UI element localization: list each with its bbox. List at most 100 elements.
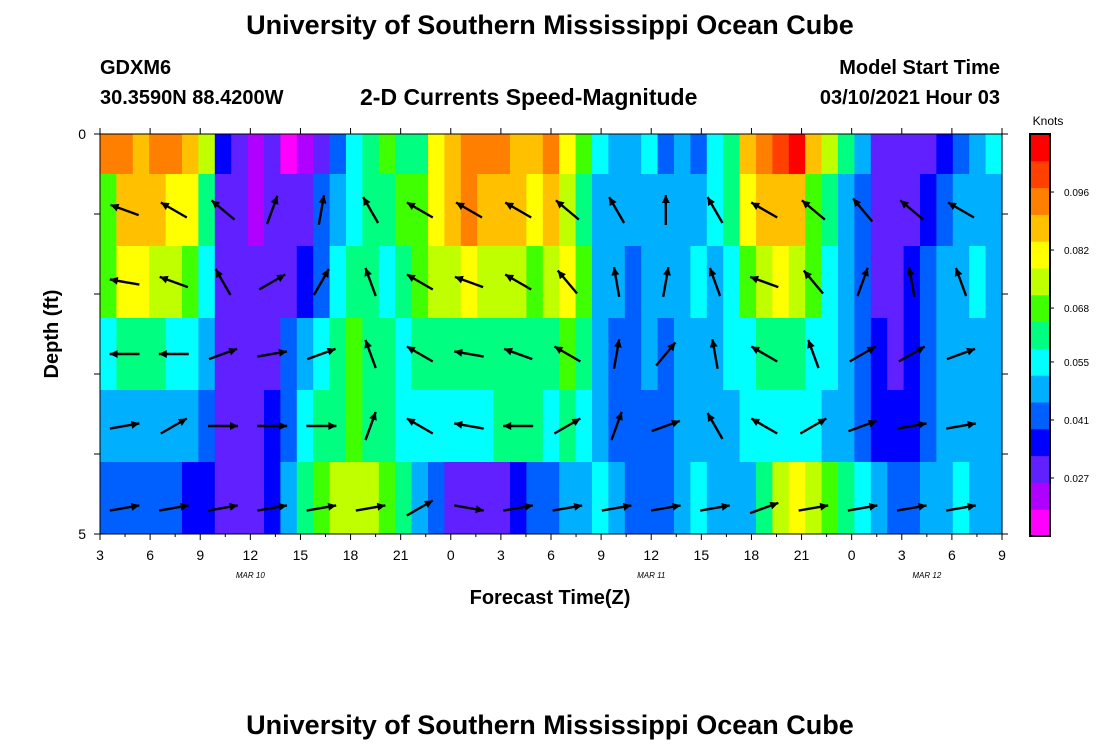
vector-head: [967, 420, 976, 429]
current-vector: [802, 269, 824, 295]
heatmap-cell: [805, 462, 823, 534]
heatmap-cell: [788, 174, 806, 246]
heatmap-cell: [690, 134, 708, 174]
heatmap-cell: [296, 318, 314, 390]
vector-head: [270, 195, 279, 205]
vector-head: [364, 339, 372, 349]
current-vector: [954, 267, 968, 297]
heatmap-cell: [493, 462, 511, 534]
heatmap-cell: [493, 134, 511, 174]
heatmap-cell: [624, 134, 642, 174]
heatmap-cell: [690, 246, 708, 318]
heatmap-cell: [100, 246, 117, 318]
heatmap-cell: [280, 246, 298, 318]
heatmap-cell: [264, 462, 281, 534]
heatmap-cell: [723, 174, 741, 246]
heatmap-cell: [854, 134, 872, 174]
vector-head: [454, 275, 464, 284]
current-vector: [801, 199, 826, 221]
vector-head: [364, 267, 372, 277]
colorbar-segment: [1030, 509, 1050, 537]
heatmap-cell: [723, 462, 741, 534]
heatmap-cell: [788, 134, 806, 174]
current-vector: [364, 267, 377, 297]
vector-head: [709, 339, 718, 348]
vector-head: [807, 339, 815, 349]
heatmap-cell: [132, 318, 150, 390]
current-vector: [608, 196, 626, 224]
heatmap-cell: [280, 462, 298, 534]
current-vector: [454, 420, 484, 430]
heatmap-cell: [788, 462, 806, 534]
heatmap-cell: [444, 462, 462, 534]
vector-head: [454, 348, 463, 357]
heatmap-cell: [346, 462, 363, 534]
heatmap-cell: [838, 318, 855, 390]
heatmap-cell: [920, 174, 937, 246]
vector-head: [278, 502, 287, 511]
heatmap-cell: [542, 134, 560, 174]
vector-head: [326, 347, 336, 356]
vector-head: [707, 197, 715, 206]
x-tick-label: 15: [694, 547, 710, 563]
current-vector: [503, 422, 534, 430]
vector-head: [613, 339, 622, 348]
vector-head: [109, 276, 119, 285]
heatmap-cell: [149, 134, 167, 174]
heatmap-cell: [395, 462, 413, 534]
heatmap-cell: [624, 462, 642, 534]
vector-head: [622, 502, 632, 511]
vector-head: [110, 203, 120, 212]
heatmap-cell: [477, 174, 495, 246]
heatmap-cell: [952, 134, 970, 174]
x-tick-label: 3: [497, 547, 505, 563]
current-vector: [650, 502, 681, 512]
heatmap-cell: [100, 462, 117, 534]
heatmap-cell: [706, 134, 724, 174]
heatmap-cell: [313, 462, 331, 534]
vector-head: [211, 200, 221, 209]
heatmap-cell: [493, 246, 511, 318]
heatmap-cell: [526, 318, 544, 390]
vector-head: [609, 197, 617, 206]
chart-subtitle: 2-D Currents Speed-Magnitude: [360, 84, 698, 110]
vector-head: [906, 267, 915, 276]
heatmap-cell: [296, 390, 314, 462]
heatmap-cell: [788, 246, 806, 318]
vector-head: [524, 502, 533, 511]
heatmap-cell: [969, 174, 987, 246]
heatmap-cell: [788, 318, 806, 390]
heatmap-cell: [903, 462, 921, 534]
y-tick-label: 5: [78, 526, 86, 542]
heatmap-cell: [198, 246, 216, 318]
y-tick-label: 0: [78, 126, 86, 142]
vector-head: [557, 270, 566, 280]
current-vector: [257, 422, 288, 430]
heatmap-cell: [575, 390, 593, 462]
vector-head: [852, 198, 862, 208]
vector-head: [769, 501, 779, 510]
heatmap-cell: [575, 174, 593, 246]
heatmap-cell: [903, 134, 921, 174]
heatmap-cell: [231, 390, 249, 462]
current-vector: [158, 350, 189, 358]
colorbar-segment: [1030, 321, 1050, 349]
heatmap-cell: [378, 318, 396, 390]
heatmap-cell: [231, 246, 249, 318]
heatmap-cell: [198, 318, 216, 390]
station-id: GDXM6: [100, 57, 172, 79]
heatmap-cell: [887, 246, 905, 318]
heatmap-cell: [296, 462, 314, 534]
vector-head: [109, 350, 118, 358]
current-vector: [556, 269, 578, 295]
current-vector: [364, 411, 377, 441]
heatmap-cell: [641, 462, 659, 534]
heatmap-cell: [657, 134, 675, 174]
heatmap-cell: [969, 390, 987, 462]
heatmap-cell: [772, 246, 790, 318]
heatmap-cell: [132, 174, 150, 246]
current-vector: [208, 502, 238, 512]
current-vector: [610, 411, 623, 441]
heatmap-cell: [198, 462, 216, 534]
heatmap-cell: [641, 174, 659, 246]
